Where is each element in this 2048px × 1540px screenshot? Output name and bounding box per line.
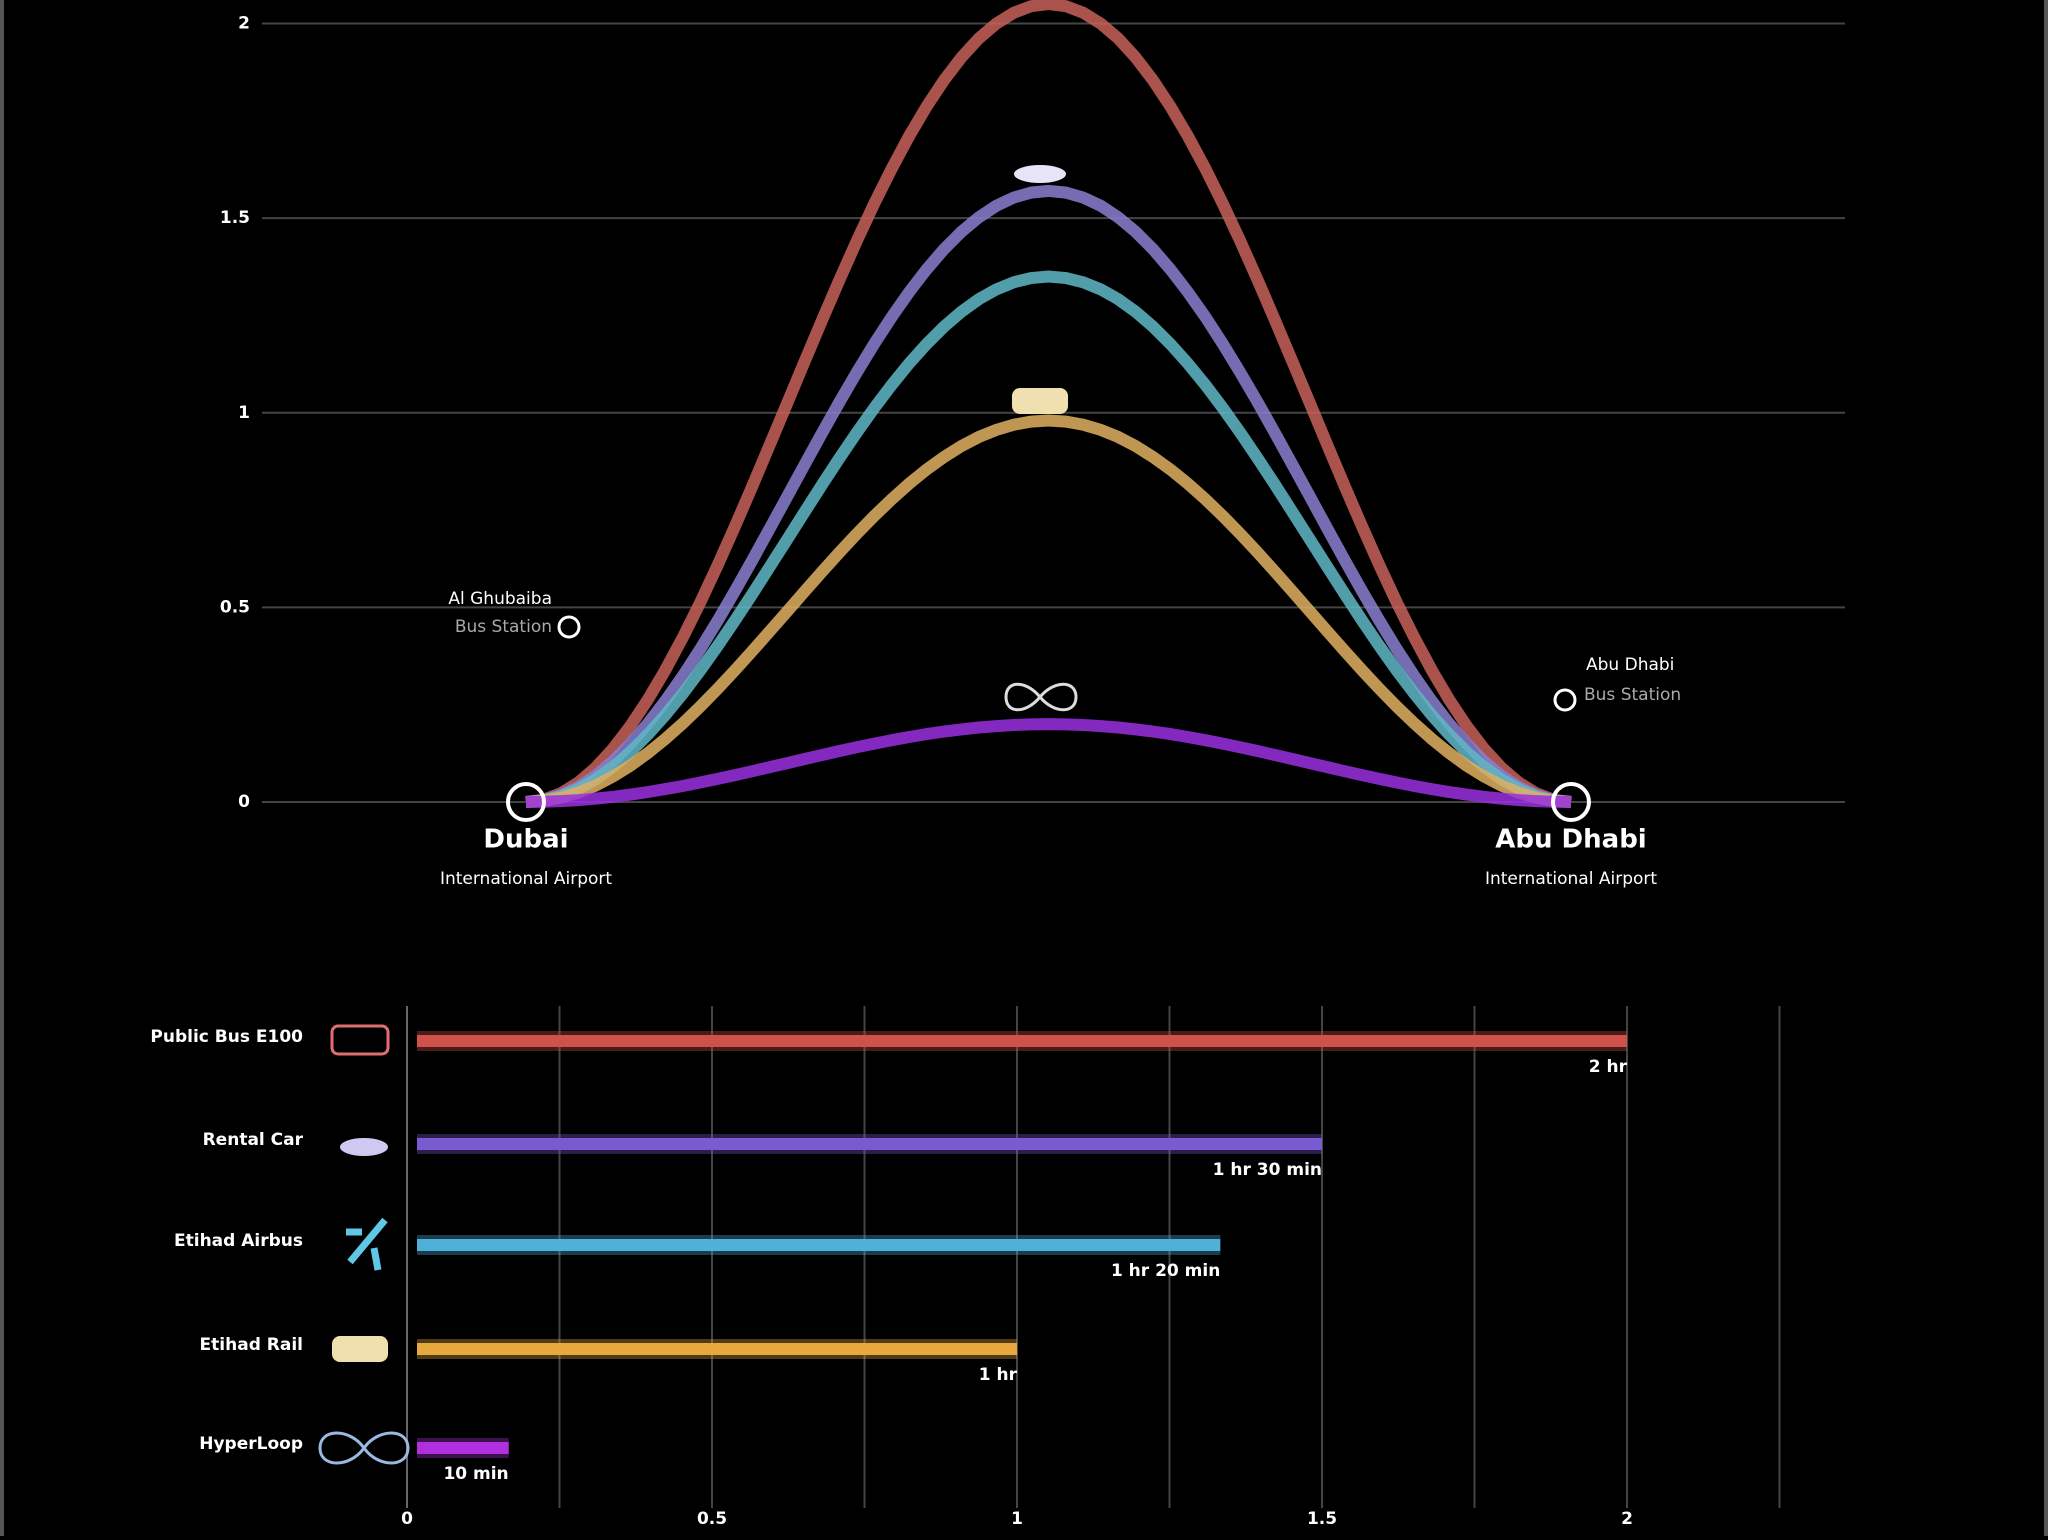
icons: [318, 165, 1078, 1465]
car-icon: [340, 1138, 388, 1156]
bus-station-subtitle: Bus Station: [1584, 685, 1681, 705]
station-marker: [1551, 782, 1591, 822]
bar: [417, 1138, 1322, 1150]
car-arc-icon: [1014, 165, 1066, 183]
bus-station-subtitle: Bus Station: [455, 617, 552, 637]
y-tick-label: 2: [238, 14, 250, 34]
station-subtitle: International Airport: [1485, 869, 1657, 889]
y-tick-label: 1.5: [220, 208, 250, 228]
x-tick-label: 1.5: [1307, 1509, 1337, 1529]
arc-route: [525, 0, 1572, 808]
station-name: Dubai: [483, 825, 568, 855]
station-marker: [506, 782, 546, 822]
value-label: 1 hr 30 min: [1213, 1160, 1322, 1180]
hyperloop-arc-icon: [1004, 682, 1078, 712]
y-tick-label: 0: [238, 792, 250, 812]
x-tick-label: 2: [1621, 1509, 1633, 1529]
category-label: Rental Car: [203, 1130, 304, 1150]
value-label: 1 hr: [979, 1365, 1018, 1385]
bar: [417, 1239, 1221, 1251]
arc-route: [525, 414, 1572, 808]
x-tick-label: 1: [1011, 1509, 1023, 1529]
y-tick-label: 1: [238, 403, 250, 423]
hyperloop-icon: [318, 1431, 410, 1465]
category-label: Etihad Airbus: [174, 1231, 303, 1251]
arc-route: [525, 270, 1572, 808]
value-label: 10 min: [443, 1464, 508, 1484]
train-icon: [332, 1336, 388, 1362]
category-label: Etihad Rail: [200, 1335, 303, 1355]
bus-station-marker: [1553, 688, 1577, 712]
x-tick-label: 0: [401, 1509, 413, 1529]
arc-chart: 0 0.5 1 1.5 2 Dubai International Airport Abu D…: [220, 0, 1845, 889]
bus-icon: [330, 1024, 390, 1056]
arc-route: [525, 718, 1572, 808]
bus-station-marker: [557, 615, 581, 639]
station-subtitle: International Airport: [440, 869, 612, 889]
station-name: Abu Dhabi: [1495, 825, 1646, 855]
value-label: 2 hr: [1589, 1057, 1628, 1077]
bus-station-name: Al Ghubaiba: [448, 589, 552, 609]
bus-station-name: Abu Dhabi: [1586, 655, 1674, 675]
category-label: HyperLoop: [199, 1434, 303, 1454]
category-label: Public Bus E100: [150, 1027, 303, 1047]
train-arc-icon: [1012, 388, 1068, 414]
y-tick-label: 0.5: [220, 597, 250, 617]
left-border: [0, 0, 4, 1536]
bar: [417, 1343, 1017, 1355]
value-label: 1 hr 20 min: [1111, 1261, 1220, 1281]
x-tick-label: 0.5: [697, 1509, 727, 1529]
bar: [417, 1442, 509, 1454]
plane-icon: [346, 1217, 388, 1271]
arc-route: [525, 184, 1572, 808]
right-border: [2044, 0, 2048, 1536]
bar: [417, 1035, 1627, 1047]
bar-chart: 0 0.5 1 1.5 2 Public Bus E100 2 hr Rental Car 1 …: [150, 1006, 1781, 1529]
